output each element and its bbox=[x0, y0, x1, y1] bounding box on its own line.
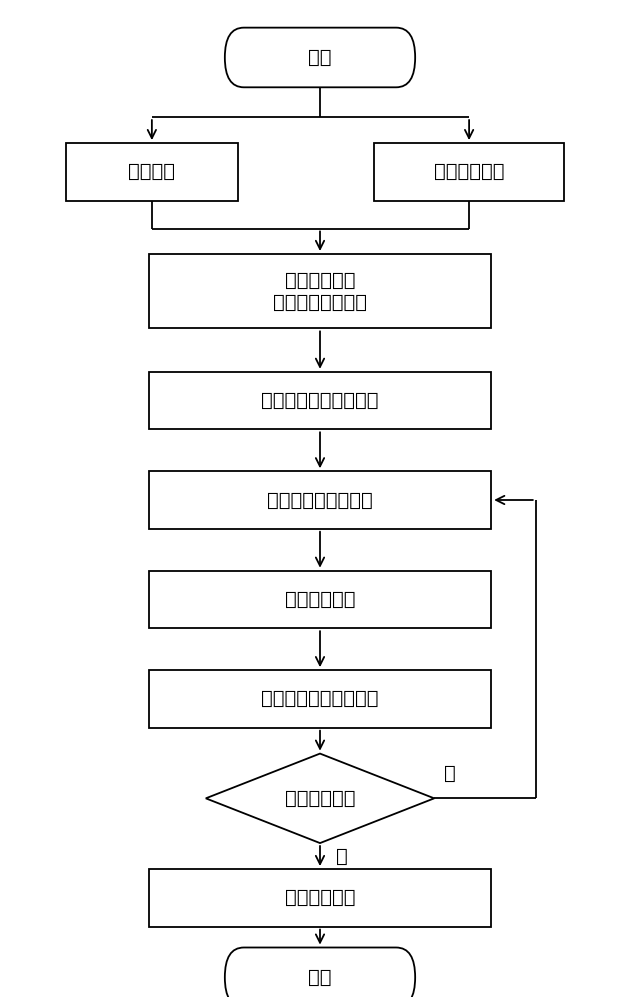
Text: 是否成本最小: 是否成本最小 bbox=[285, 789, 355, 808]
Text: 开始: 开始 bbox=[308, 48, 332, 67]
FancyBboxPatch shape bbox=[374, 143, 564, 201]
Text: 计算各台风机理想出力: 计算各台风机理想出力 bbox=[261, 391, 379, 410]
FancyBboxPatch shape bbox=[148, 372, 492, 429]
FancyBboxPatch shape bbox=[225, 948, 415, 1000]
Text: 优化串并联拓扑接线: 优化串并联拓扑接线 bbox=[267, 490, 373, 509]
FancyBboxPatch shape bbox=[225, 28, 415, 87]
Text: 风机坐标数据: 风机坐标数据 bbox=[434, 162, 504, 181]
FancyBboxPatch shape bbox=[148, 471, 492, 529]
Text: 结束: 结束 bbox=[308, 968, 332, 987]
Text: 风速数据: 风速数据 bbox=[129, 162, 175, 181]
Text: 得到全寿命周期总成本: 得到全寿命周期总成本 bbox=[261, 689, 379, 708]
FancyBboxPatch shape bbox=[66, 143, 237, 201]
FancyBboxPatch shape bbox=[148, 670, 492, 728]
Polygon shape bbox=[206, 754, 434, 843]
Text: 基于尾流模型
计算风机捕获风速: 基于尾流模型 计算风机捕获风速 bbox=[273, 271, 367, 312]
Text: 计算弃风损失: 计算弃风损失 bbox=[285, 590, 355, 609]
FancyBboxPatch shape bbox=[148, 869, 492, 927]
FancyBboxPatch shape bbox=[148, 254, 492, 328]
FancyBboxPatch shape bbox=[148, 571, 492, 628]
Text: 是: 是 bbox=[336, 847, 348, 866]
Text: 否: 否 bbox=[444, 764, 456, 783]
Text: 输出最优结果: 输出最优结果 bbox=[285, 888, 355, 907]
